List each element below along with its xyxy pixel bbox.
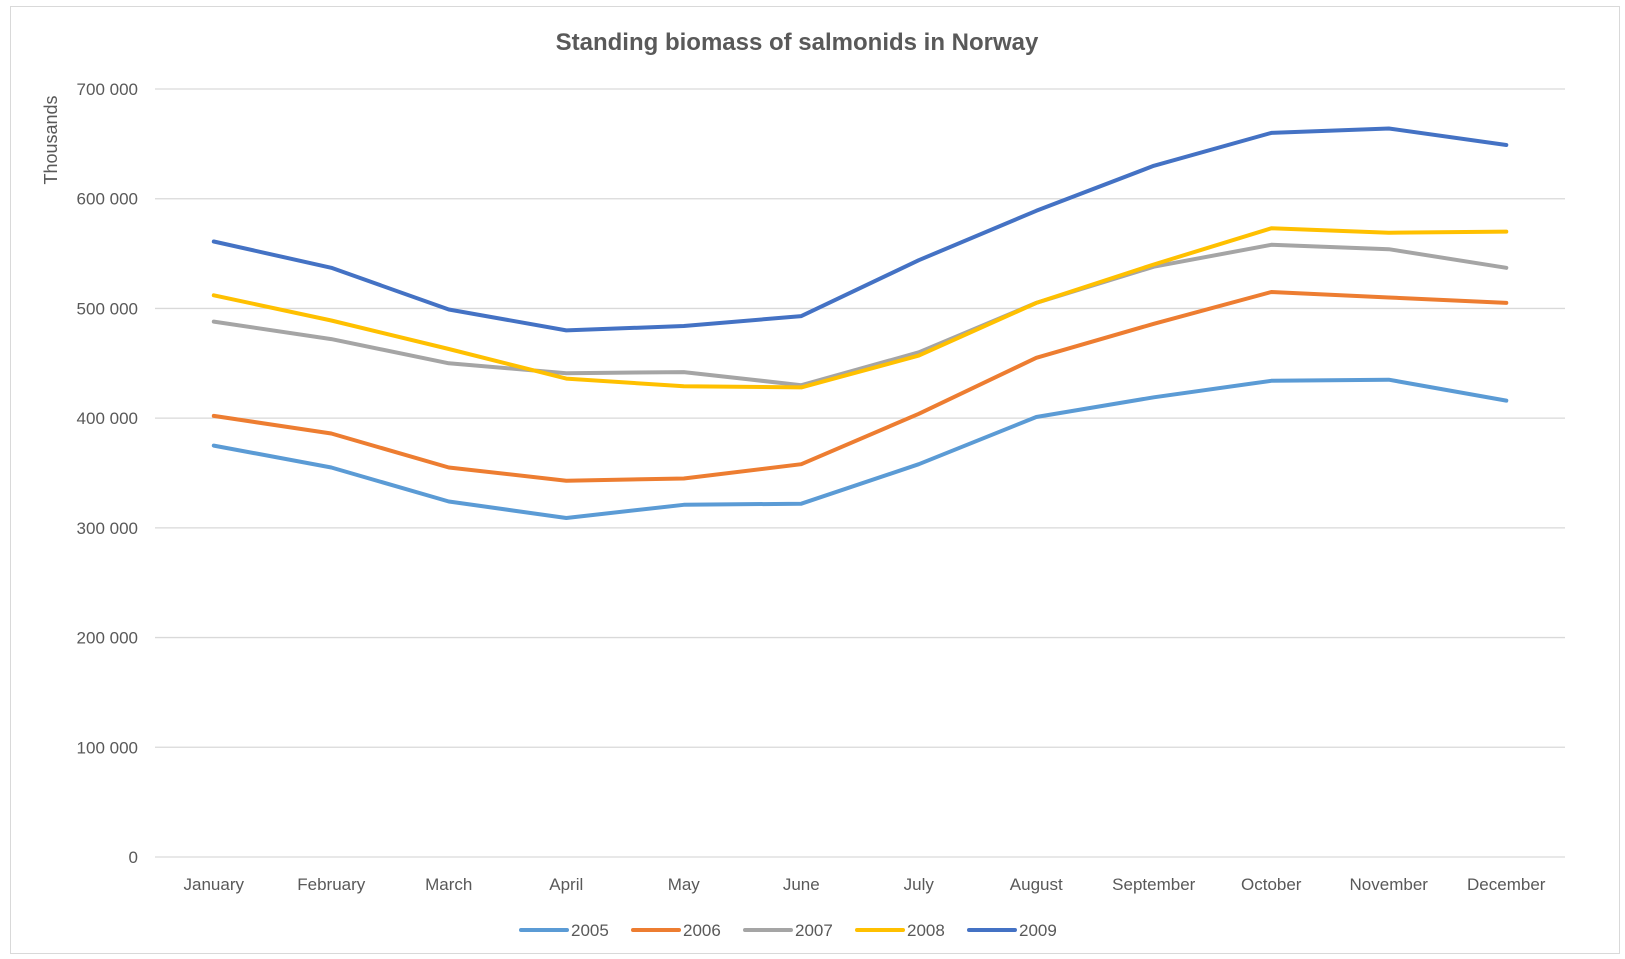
legend: 2005 2006 2007 2008 2009 — [519, 921, 1057, 940]
y-tick-label: 500 000 — [77, 299, 138, 318]
x-tick-label: April — [549, 875, 583, 894]
y-tick-label: 200 000 — [77, 629, 138, 648]
x-tick-label: January — [184, 875, 245, 894]
x-tick-label: December — [1467, 875, 1546, 894]
x-tick-label: February — [297, 875, 366, 894]
y-tick-label: 700 000 — [77, 80, 138, 99]
gridlines — [155, 88, 1565, 858]
series-line-2009 — [211, 126, 1509, 333]
x-tick-label: September — [1112, 875, 1195, 894]
series-line-2006 — [211, 290, 1509, 483]
x-tick-label: July — [904, 875, 935, 894]
legend-label-2009: 2009 — [1019, 921, 1057, 940]
series-line-2007 — [211, 242, 1509, 388]
x-tick-label: May — [668, 875, 701, 894]
y-tick-label: 600 000 — [77, 190, 138, 209]
y-tick-label: 0 — [129, 848, 138, 867]
x-tick-label: March — [425, 875, 472, 894]
legend-label-2008: 2008 — [907, 921, 945, 940]
x-tick-label: August — [1010, 875, 1063, 894]
y-tick-label: 400 000 — [77, 409, 138, 428]
x-tick-label: June — [783, 875, 820, 894]
chart-title: Standing biomass of salmonids in Norway — [556, 29, 1039, 56]
series-line-2005 — [211, 377, 1509, 520]
x-tick-label: November — [1350, 875, 1429, 894]
y-tick-label: 100 000 — [77, 738, 138, 757]
series-line-2008 — [211, 226, 1509, 390]
x-axis-ticks: January February March April May June July Augu… — [184, 875, 1546, 894]
legend-label-2005: 2005 — [571, 921, 609, 940]
legend-label-2006: 2006 — [683, 921, 721, 940]
x-tick-label: October — [1241, 875, 1302, 894]
chart-frame — [10, 6, 1620, 954]
legend-label-2007: 2007 — [795, 921, 833, 940]
series-lines — [211, 126, 1509, 520]
y-tick-label: 300 000 — [77, 519, 138, 538]
y-axis-ticks: 0 100 000 200 000 300 000 400 000 500 000 600 … — [77, 80, 138, 867]
y-axis-title: Thousands — [41, 95, 61, 184]
